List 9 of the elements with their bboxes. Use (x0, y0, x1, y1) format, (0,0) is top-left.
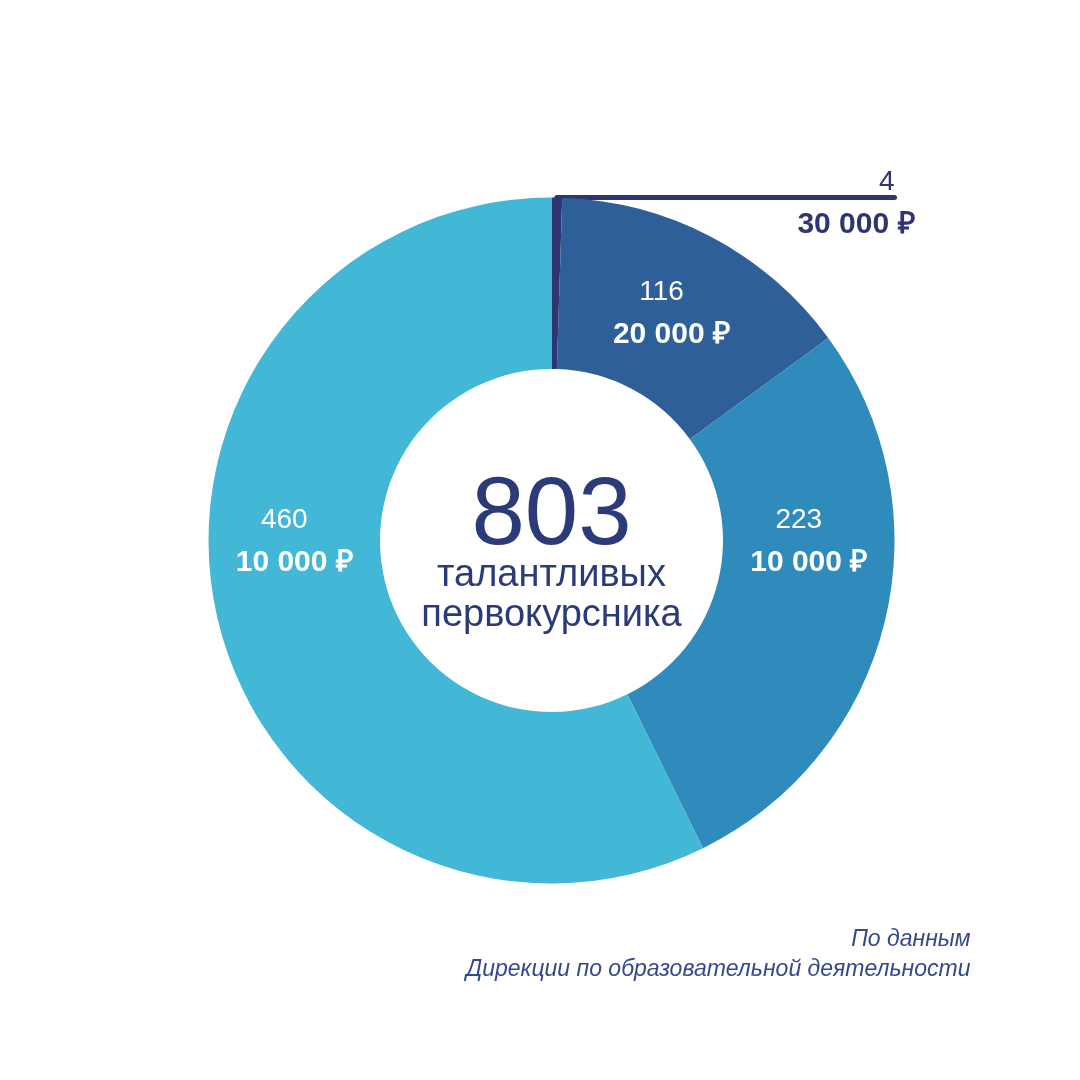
data-label: 460 (260, 503, 308, 534)
slice-label: 10 000 ₽ (750, 544, 868, 577)
slice-label: 30 000 ₽ (797, 205, 915, 239)
slice-label: 10 000 ₽ (235, 544, 353, 577)
data-label: 116 (639, 275, 684, 307)
slice-label: 20 000 ₽ (612, 316, 731, 350)
data-label: 4 (878, 164, 895, 196)
text: По данным Дирекции по образовательной деятельности (462, 924, 971, 981)
data-label: 223 (775, 503, 823, 534)
